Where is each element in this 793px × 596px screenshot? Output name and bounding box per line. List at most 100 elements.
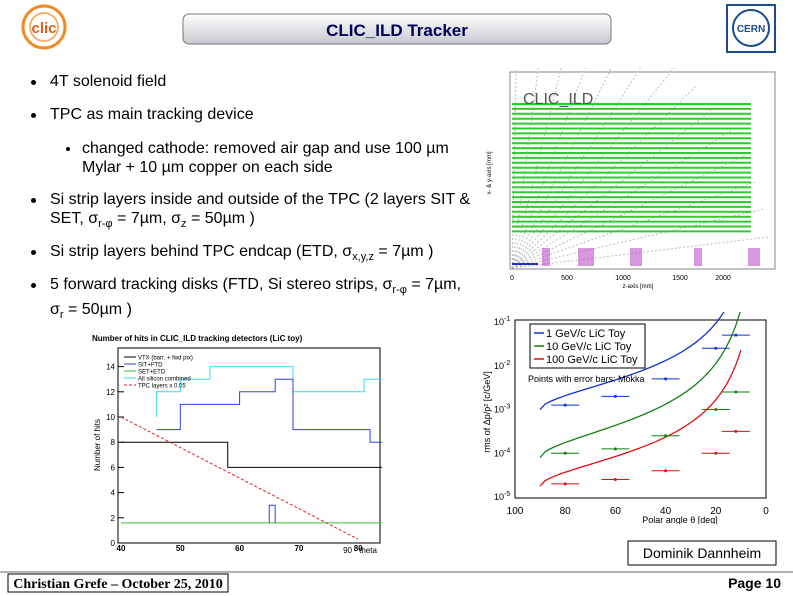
y-tick-label: 8: [111, 438, 116, 447]
y-tick-label: 10-3: [494, 404, 510, 415]
bullet-marker: [31, 113, 36, 118]
curve-1gev: [539, 312, 725, 410]
logo-text: clic: [31, 20, 56, 37]
x-tick-label: 100: [507, 506, 524, 517]
author: Christian Grefe – October 25, 2010: [13, 577, 222, 592]
x-tick-label: 1000: [615, 275, 631, 282]
credit: Dominik Dannheim: [643, 545, 761, 561]
figure-label: CLIC_ILD: [523, 91, 593, 108]
subscript: r: [59, 309, 64, 322]
x-tick-label: 0: [763, 506, 769, 517]
page-number: Page 10: [728, 575, 781, 591]
y-axis-label: x- & y-axis [mm]: [487, 151, 493, 194]
x-axis-label: 90 - theta: [343, 546, 377, 555]
cern-logo: CERN: [726, 4, 776, 53]
legend-label: 1 GeV/c LiC Toy: [546, 328, 626, 340]
y-axis-label: Number of hits: [93, 419, 102, 471]
mokka-point: [734, 333, 738, 337]
curve-tpc: [120, 416, 359, 540]
legend-box: [529, 323, 646, 369]
bullet-text: TPC as main tracking device: [50, 105, 475, 124]
tick-exponent: -1: [504, 316, 510, 323]
y-tick-label: 0: [111, 539, 116, 548]
text-run: = 50µm ): [63, 301, 132, 319]
y-tick-label: 10-4: [494, 447, 510, 458]
text-run: TPC as main tracking device: [50, 106, 254, 123]
bullet-marker: [31, 250, 36, 255]
mokka-point: [714, 451, 718, 455]
tick-exponent: -5: [504, 491, 510, 498]
text-run: changed cathode: removed air gap and use…: [82, 140, 449, 176]
tick-base: 10: [494, 361, 504, 371]
clic-logo: clic: [21, 4, 67, 50]
text-run: = 7µm, σ: [112, 210, 182, 227]
mokka-point: [664, 469, 668, 473]
x-tick-label: 40: [660, 506, 672, 517]
curve-sit: [156, 378, 382, 443]
title-box: [182, 13, 612, 45]
text-run: Si strip layers behind TPC endcap (ETD, …: [50, 243, 353, 260]
curve-spike: [268, 504, 276, 523]
mokka-point: [714, 346, 718, 350]
mokka-point: [563, 403, 567, 407]
subscript: z: [181, 218, 187, 231]
x-axis-label: z-axis [mm]: [623, 284, 654, 290]
curve-vtx: [121, 441, 382, 468]
x-tick-label: 60: [610, 506, 622, 517]
tick-exponent: -2: [504, 360, 510, 367]
slide-title: CLIC_ILD Tracker: [326, 21, 468, 40]
mokka-point: [613, 447, 617, 451]
y-tick-label: 12: [106, 388, 115, 397]
ray: [511, 68, 562, 269]
cern-text: CERN: [737, 24, 765, 35]
bullet-marker: [31, 198, 36, 203]
y-tick-label: 10-1: [494, 316, 510, 327]
x-tick-label: 70: [294, 544, 303, 553]
ray: [511, 68, 586, 269]
x-tick-label: 500: [561, 275, 573, 282]
plot-frame: [117, 347, 381, 544]
mokka-point: [664, 377, 668, 381]
bullet-text: changed cathode: removed air gap and use…: [82, 139, 467, 177]
y-tick-label: 14: [106, 363, 115, 372]
tick-exponent: -4: [504, 447, 510, 454]
mokka-point: [613, 394, 617, 398]
mokka-point: [613, 478, 617, 481]
text-run: = 7µm ): [373, 243, 434, 260]
curve-silicon: [156, 366, 382, 417]
curve-10gev: [539, 312, 741, 459]
bullet-text: Si strip layers behind TPC endcap (ETD, …: [50, 242, 475, 267]
text-run: 5 forward tracking disks (FTD, Si stereo…: [50, 276, 393, 293]
x-tick-label: 20: [710, 506, 722, 517]
mokka-point: [563, 482, 567, 486]
tick-base: 10: [494, 317, 504, 327]
x-tick-label: 80: [560, 506, 572, 517]
figure-layout: CLIC_ILD x- & y-axis [mm] 0 500 1000 1500 2000…: [483, 68, 780, 290]
subscript: x,y,z: [352, 251, 374, 264]
legend-label: All silicon combined: [138, 377, 191, 383]
tick-base: 10: [494, 492, 504, 502]
y-tick-label: 6: [111, 463, 116, 472]
mokka-point: [664, 434, 668, 438]
y-axis-label: rms of Δp/p² [c/GeV]: [482, 371, 492, 453]
figure-note: Points with error bars: Mokka: [528, 374, 645, 384]
tick-base: 10: [494, 405, 504, 415]
bullet-text: 4T solenoid field: [50, 72, 475, 91]
y-tick-label: 4: [111, 489, 116, 498]
x-tick-label: 60: [235, 544, 244, 553]
tick-exponent: -3: [504, 404, 510, 411]
subscript: r-φ: [392, 284, 407, 297]
text-run: = 50µm ): [186, 210, 255, 227]
x-tick-label: 0: [510, 275, 514, 282]
bullet-marker: [31, 283, 36, 288]
x-tick-label: 40: [117, 544, 126, 553]
mokka-point: [734, 429, 738, 433]
y-tick-label: 10: [106, 413, 115, 422]
bullet-marker: [31, 80, 36, 85]
bullet-text: 5 forward tracking disks (FTD, Si stereo…: [50, 275, 475, 325]
y-tick-label: 2: [111, 514, 116, 523]
figure-hits: Number of hits in CLIC_ILD tracking dete…: [88, 330, 382, 556]
